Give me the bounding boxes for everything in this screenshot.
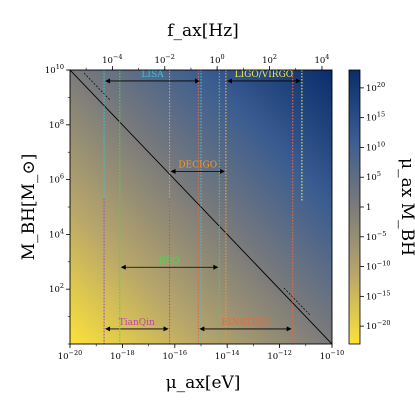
top-axis-label: f_ax[Hz] [167, 21, 239, 41]
bottom-axis: 10−20 10−18 10−16 10−14 10−12 10−10 [58, 344, 345, 362]
x-tick-label: 10−10 [320, 349, 345, 362]
diagonal-dashed-segment [283, 287, 311, 316]
colorbar-axis: 1020 1015 1010 105 1 10−5 10−10 10−15 10−20 [360, 81, 391, 332]
diagonal-line [70, 70, 332, 344]
colorbar-tick-label: 10−5 [366, 230, 386, 243]
x-axis-label: μ_ax[eV] [166, 373, 241, 393]
detector-label: LIGO/VIRGO [235, 70, 294, 80]
colorbar-tick-label: 1010 [366, 140, 385, 153]
y-tick-label: 102 [49, 282, 64, 295]
detector-label: BBO [159, 256, 180, 266]
arrow-head-left [105, 326, 111, 332]
detector-label: DECIGO [178, 160, 217, 170]
colorbar-tick-label: 1015 [366, 111, 385, 124]
y-tick-label: 108 [49, 118, 64, 131]
detector-label: TianQin [119, 318, 155, 328]
top-tick-label: 10−2 [155, 53, 175, 66]
top-tick-label: 100 [210, 53, 225, 66]
detector-label: EINSTEIN [221, 318, 269, 328]
detector-label: LISA [141, 70, 164, 80]
colorbar-tick-label: 105 [366, 170, 381, 183]
plot-content: LISA LIGO/VIRGO DECIGO TianQin BBO EINSTEIN [70, 70, 332, 344]
top-tick-label: 104 [314, 53, 329, 66]
left-axis: 102 104 106 108 1010 [45, 63, 70, 345]
arrow-head-left [120, 264, 126, 270]
y-axis-label: M_BH[M_⊙] [19, 154, 39, 261]
arrow-head-right [163, 326, 169, 332]
colorbar-tick-label: 10−10 [366, 260, 391, 273]
arrow-head-left [226, 78, 232, 84]
diagonal-dashed-segment [83, 72, 111, 101]
y-tick-label: 1010 [45, 63, 64, 76]
y-tick-label: 106 [49, 173, 64, 186]
x-tick-label: 10−18 [110, 349, 135, 362]
x-tick-label: 10−16 [163, 349, 188, 362]
x-tick-label: 10−12 [267, 349, 292, 362]
arrow-head-right [295, 78, 301, 84]
arrow-head-left [105, 78, 111, 84]
top-tick-label: 102 [262, 53, 277, 66]
x-tick-label: 10−14 [215, 349, 240, 362]
colorbar [348, 69, 361, 345]
top-axis: 10−4 10−2 100 102 104 [85, 53, 329, 70]
arrow-head-right [213, 264, 219, 270]
x-tick-label: 10−20 [58, 349, 83, 362]
colorbar-tick-label: 1 [366, 203, 371, 213]
colorbar-tick-label: 10−20 [366, 319, 391, 332]
top-tick-label: 10−4 [102, 53, 122, 66]
arrow-head-right [195, 78, 200, 84]
colorbar-label: μ_ax M_BH [397, 158, 415, 256]
arrow-head-right [219, 168, 225, 174]
colorbar-tick-label: 10−15 [366, 289, 391, 302]
colorbar-tick-label: 1020 [366, 81, 385, 94]
y-tick-label: 104 [49, 227, 64, 240]
arrow-head-left [199, 326, 205, 332]
arrow-head-right [286, 326, 292, 332]
arrow-head-left [170, 168, 176, 174]
